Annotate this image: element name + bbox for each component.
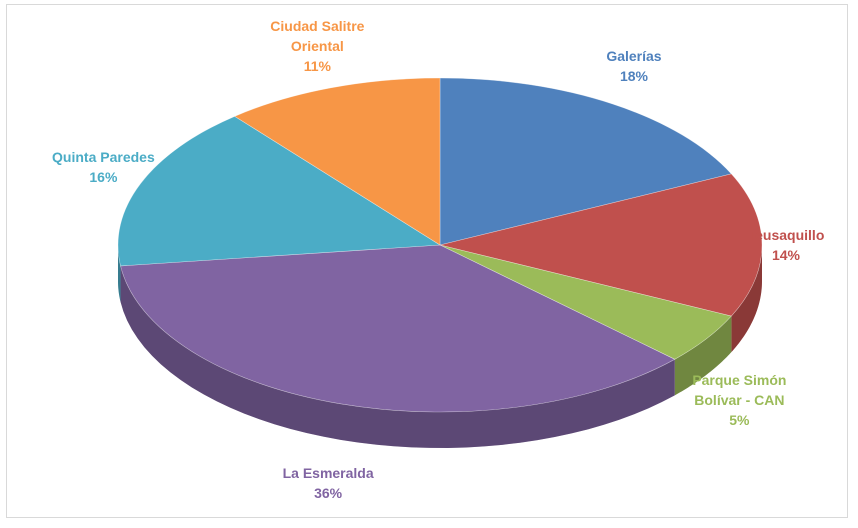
category-label: Galerías	[606, 48, 662, 64]
data-label: Ciudad Salitre Oriental 11%	[252, 16, 382, 76]
value-label: 36%	[314, 484, 343, 501]
chart-frame	[6, 4, 848, 518]
slice-side	[731, 245, 762, 353]
slice-side-shade	[674, 316, 732, 396]
value-label: 14%	[771, 247, 801, 263]
category-label: Parque Simón Bolívar - CAN	[692, 372, 787, 409]
category-label: La Esmeralda	[282, 464, 374, 481]
slice-side	[674, 316, 732, 396]
slice	[120, 244, 676, 413]
value-label: 18%	[619, 68, 648, 84]
slice-side-shade	[118, 245, 121, 302]
slice-side	[118, 245, 121, 302]
category-label: Ciudad Salitre Oriental	[270, 17, 365, 54]
value-label: 11%	[303, 57, 331, 74]
slice-side-shade	[731, 245, 762, 353]
data-label: Quinta Paredes 16%	[38, 147, 168, 187]
value-label: 16%	[89, 168, 118, 185]
data-label: La Esmeralda 36%	[263, 463, 393, 503]
data-label: Galerías 18%	[569, 46, 699, 86]
category-label: Teusaquillo	[747, 227, 825, 243]
data-label: Teusaquillo 14%	[721, 225, 851, 265]
slice	[117, 115, 441, 267]
data-label: Parque Simón Bolívar - CAN 5%	[674, 370, 804, 430]
slice	[439, 173, 763, 317]
slice	[439, 77, 732, 246]
value-label: 5%	[729, 412, 750, 429]
slice-side-shade	[120, 265, 675, 448]
slice	[234, 77, 441, 246]
category-label: Quinta Paredes	[52, 148, 155, 165]
slice-side	[120, 265, 675, 448]
